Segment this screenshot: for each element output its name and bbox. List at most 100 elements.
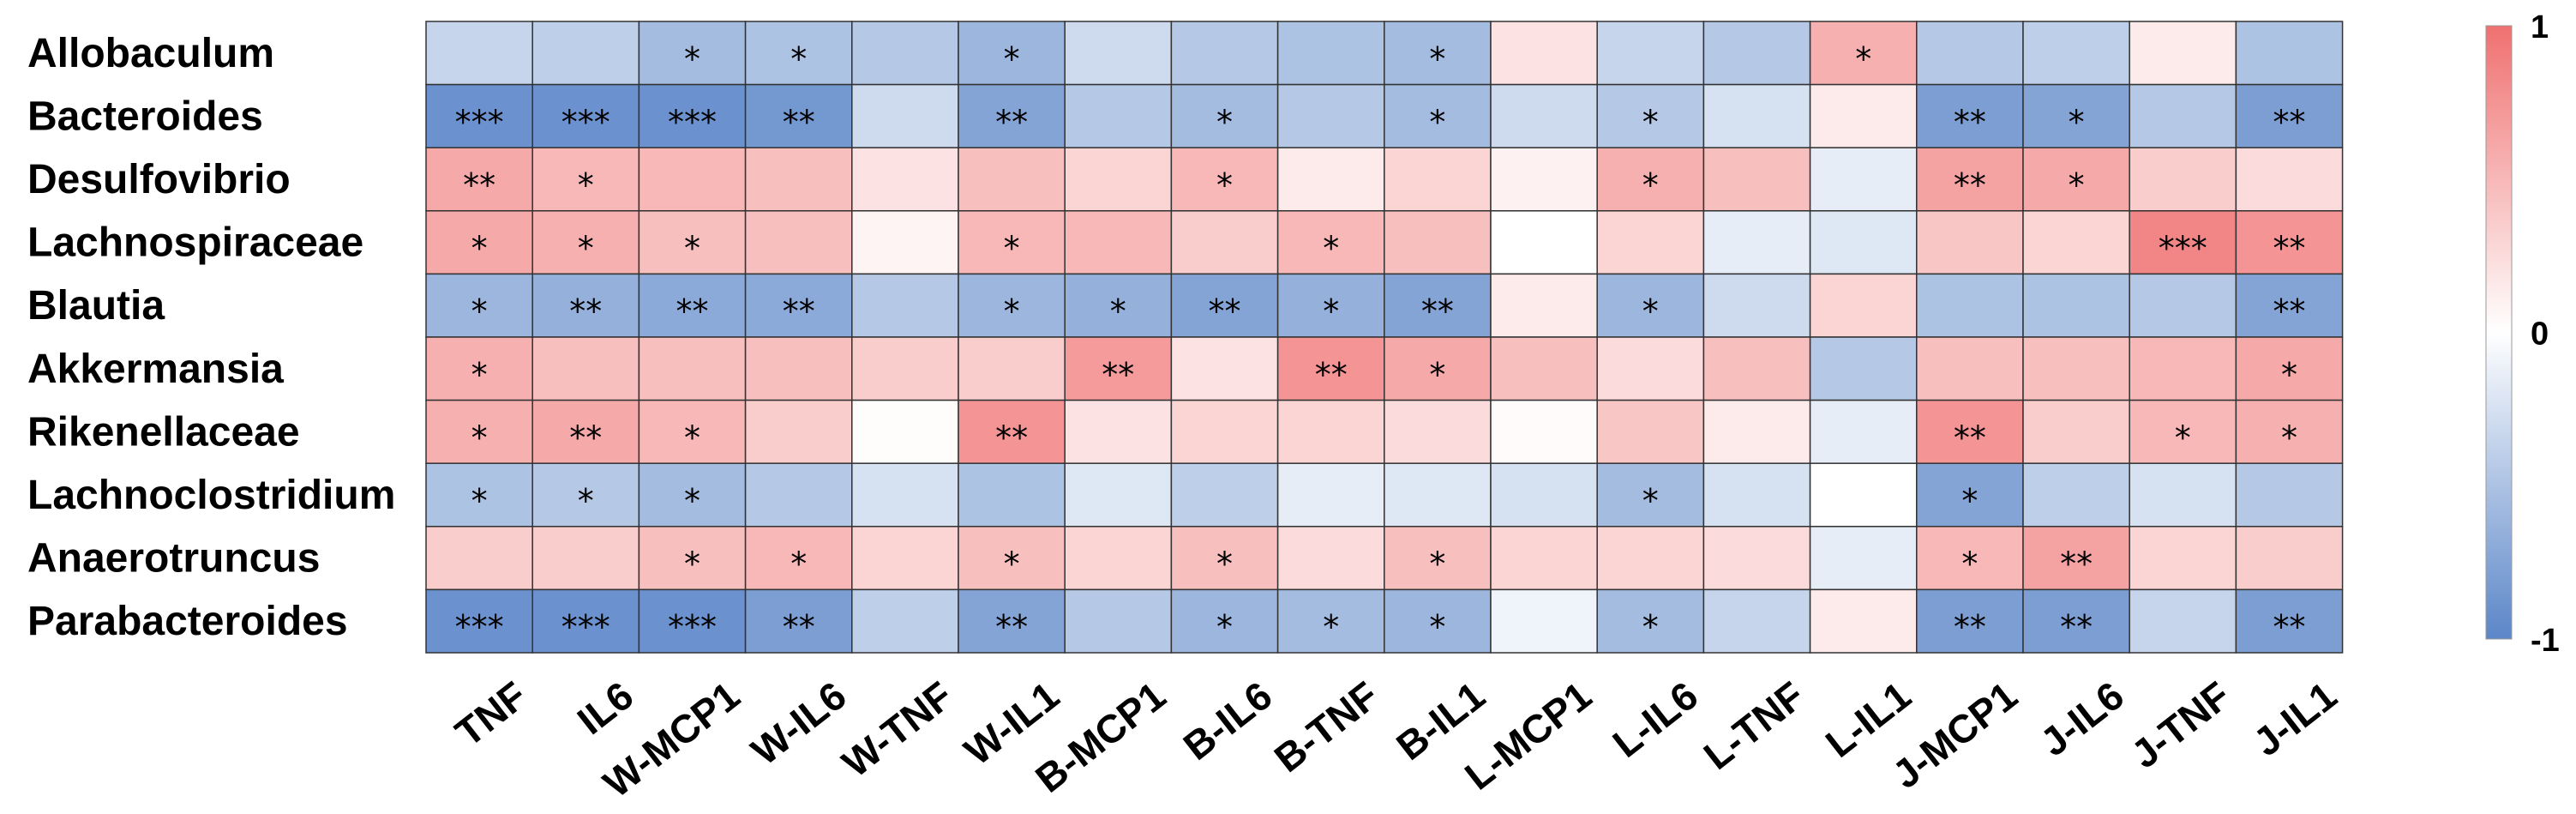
heatmap-cell bbox=[1276, 273, 1385, 338]
heatmap-cell bbox=[2022, 210, 2130, 275]
column-label: J-IL1 bbox=[2245, 672, 2345, 764]
significance-mark: * bbox=[1642, 292, 1659, 330]
significance-mark: * bbox=[578, 482, 594, 520]
heatmap-cell bbox=[1384, 336, 1492, 401]
heatmap-cell bbox=[2235, 83, 2344, 148]
heatmap-cell bbox=[638, 273, 747, 338]
significance-mark: *** bbox=[2159, 230, 2207, 268]
row-label: Bacteroides bbox=[27, 93, 263, 139]
heatmap-cell bbox=[851, 399, 959, 464]
heatmap-cell bbox=[1490, 588, 1598, 654]
heatmap-cell bbox=[1702, 147, 1811, 212]
significance-mark: *** bbox=[455, 608, 504, 646]
heatmap-cell bbox=[1170, 462, 1279, 528]
heatmap-cell bbox=[1702, 462, 1811, 528]
significance-mark: * bbox=[1110, 292, 1126, 330]
significance-mark: * bbox=[1004, 40, 1020, 78]
significance-mark: ** bbox=[2273, 103, 2306, 141]
heatmap-cell bbox=[1596, 147, 1705, 212]
heatmap-cell bbox=[2235, 336, 2344, 401]
significance-mark: * bbox=[1961, 482, 1978, 520]
heatmap-cell bbox=[2022, 399, 2130, 464]
row-label: Parabacteroides bbox=[27, 599, 348, 644]
significance-mark: * bbox=[1429, 103, 1445, 141]
column-label: B-TNF bbox=[1266, 672, 1387, 781]
row-label: Rikenellaceae bbox=[27, 409, 300, 455]
heatmap-cell bbox=[638, 336, 747, 401]
significance-mark: * bbox=[471, 419, 488, 456]
heatmap-cell bbox=[425, 588, 533, 654]
heatmap-cell bbox=[1276, 83, 1385, 148]
significance-mark: * bbox=[1642, 482, 1659, 520]
significance-mark: * bbox=[684, 230, 700, 268]
row-label: Allobaculum bbox=[27, 31, 274, 76]
significance-mark: * bbox=[1855, 40, 1871, 78]
heatmap-cell bbox=[851, 210, 959, 275]
heatmap-cell bbox=[1490, 147, 1598, 212]
heatmap-cell bbox=[1170, 399, 1279, 464]
heatmap-cell bbox=[744, 399, 853, 464]
heatmap-cell bbox=[1276, 21, 1385, 86]
heatmap-cell bbox=[531, 399, 640, 464]
heatmap-cell bbox=[851, 147, 959, 212]
heatmap-cell bbox=[1490, 21, 1598, 86]
heatmap-cell bbox=[851, 83, 959, 148]
heatmap-cell bbox=[2129, 147, 2237, 212]
significance-mark: * bbox=[1961, 546, 1978, 583]
heatmap-cell bbox=[1276, 147, 1385, 212]
column-label: IL6 bbox=[569, 672, 641, 743]
heatmap-cell bbox=[1809, 526, 1918, 591]
heatmap-cell bbox=[638, 21, 747, 86]
significance-mark: * bbox=[684, 482, 700, 520]
heatmap-cell bbox=[1596, 336, 1705, 401]
heatmap-cell bbox=[638, 526, 747, 591]
heatmap-cell bbox=[1596, 273, 1705, 338]
heatmap-cell bbox=[1809, 462, 1918, 528]
heatmap-cell bbox=[2129, 83, 2237, 148]
row-label: Anaerotruncus bbox=[27, 536, 320, 582]
significance-mark: ** bbox=[2060, 608, 2093, 646]
heatmap-cell bbox=[1916, 399, 2024, 464]
heatmap-cell bbox=[1809, 147, 1918, 212]
heatmap-cell bbox=[851, 21, 959, 86]
heatmap-cell bbox=[1170, 526, 1279, 591]
heatmap-cell bbox=[744, 462, 853, 528]
heatmap-cell bbox=[851, 336, 959, 401]
heatmap-cell bbox=[425, 21, 533, 86]
heatmap-cell bbox=[958, 273, 1066, 338]
heatmap-cell bbox=[425, 462, 533, 528]
heatmap-cell bbox=[1809, 399, 1918, 464]
heatmap-cell bbox=[2022, 273, 2130, 338]
significance-mark: ** bbox=[2273, 608, 2306, 646]
heatmap-cell bbox=[531, 273, 640, 338]
heatmap-cell bbox=[851, 462, 959, 528]
heatmap-cell bbox=[1276, 399, 1385, 464]
heatmap-cell bbox=[1276, 526, 1385, 591]
heatmap-cell bbox=[2235, 273, 2344, 338]
heatmap-cell bbox=[1490, 336, 1598, 401]
heatmap-cell bbox=[1596, 21, 1705, 86]
heatmap-cell bbox=[531, 526, 640, 591]
significance-mark: * bbox=[578, 230, 594, 268]
heatmap-cell bbox=[638, 462, 747, 528]
heatmap-cell bbox=[531, 336, 640, 401]
heatmap-cell bbox=[1064, 462, 1173, 528]
heatmap-cell bbox=[1384, 399, 1492, 464]
significance-mark: ** bbox=[1209, 292, 1241, 330]
significance-mark: * bbox=[1429, 356, 1445, 394]
column-label: L-TNF bbox=[1696, 672, 1813, 778]
significance-mark: ** bbox=[569, 419, 602, 456]
significance-mark: ** bbox=[1954, 103, 1986, 141]
heatmap-cell bbox=[1384, 210, 1492, 275]
heatmap-cell bbox=[2235, 399, 2344, 464]
heatmap-cell bbox=[958, 336, 1066, 401]
heatmap-cell bbox=[1809, 83, 1918, 148]
heatmap-cell bbox=[1064, 83, 1173, 148]
significance-mark: * bbox=[1216, 608, 1233, 646]
significance-mark: * bbox=[1642, 103, 1659, 141]
significance-mark: * bbox=[1004, 292, 1020, 330]
heatmap-cell bbox=[744, 210, 853, 275]
colorbar: 1 0 -1 bbox=[2485, 9, 2560, 659]
heatmap-cell bbox=[1916, 210, 2024, 275]
heatmap-cell bbox=[1490, 462, 1598, 528]
